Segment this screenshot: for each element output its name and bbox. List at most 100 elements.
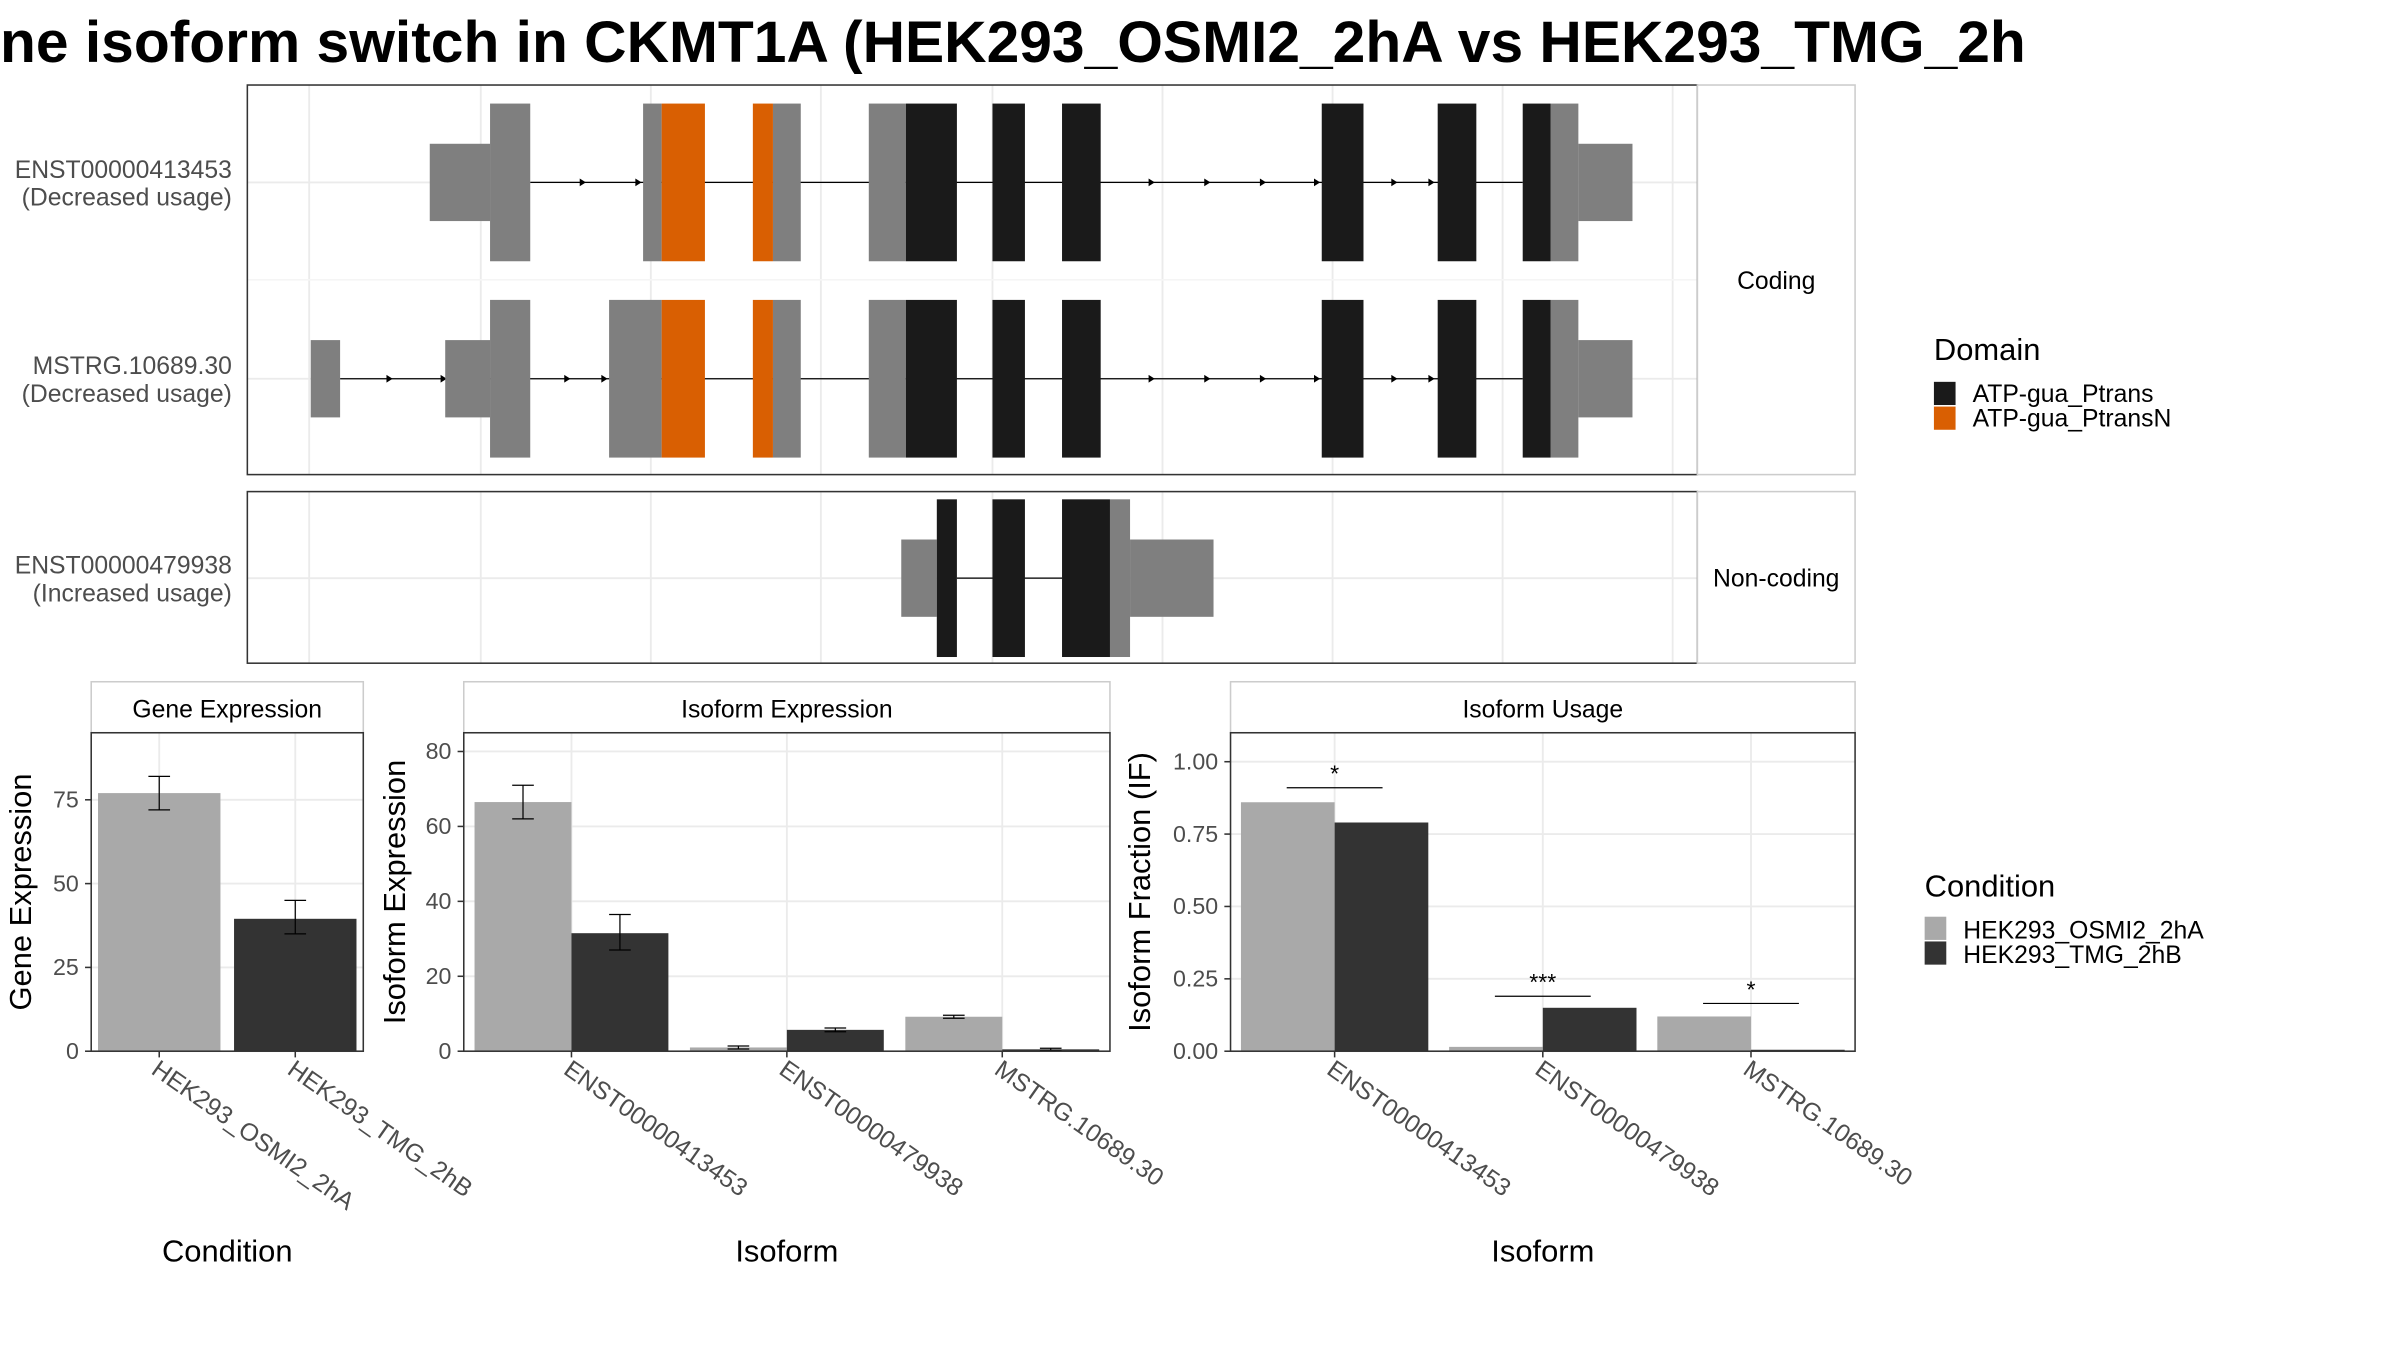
y-axis-label: Isoform Fraction (IF): [1122, 752, 1157, 1032]
noncoding-exon-block: [490, 299, 531, 458]
bar: [98, 793, 221, 1052]
panel-strip: [462, 680, 1111, 734]
bar: [234, 918, 357, 1052]
x-tick-label: MSTRG.10689.30: [1738, 1056, 1917, 1192]
bar-panel-3: Isoform Usage 0.00 0.25 0.50 0.75 1.00 ENST000…: [1122, 680, 1917, 1268]
strand-arrow: [386, 374, 393, 383]
strand-arrow: [1314, 374, 1321, 383]
noncoding-exon-block: [1109, 499, 1131, 658]
panel-frame: [462, 731, 1111, 1052]
utr-block: [310, 340, 341, 418]
y-axis-label: Gene Expression: [3, 773, 38, 1010]
y-tick-label: 60: [426, 813, 452, 839]
bar: [1657, 1016, 1751, 1052]
chart-title: ne isoform switch in CKMT1A (HEK293_OSMI…: [0, 10, 2026, 75]
y-tick-label: 0.25: [1173, 966, 1218, 992]
strand-arrow: [1428, 374, 1435, 383]
condition-legend-title: Condition: [1925, 869, 2056, 904]
transcript-facet-non-coding: Non-coding ENST00000479938(Increased usag…: [15, 490, 1856, 664]
x-tick-label: ENST00000413453: [1322, 1056, 1515, 1203]
strand-arrow: [635, 178, 642, 187]
transcript-row: ENST00000413453(Decreased usage): [15, 103, 1633, 262]
panel-strip: [1229, 680, 1856, 734]
coding-exon-block: [752, 299, 773, 458]
y-tick-label: 0.75: [1173, 821, 1218, 847]
coding-exon-block: [1522, 299, 1551, 458]
coding-exon-block: [1062, 499, 1110, 658]
noncoding-exon-block: [772, 103, 801, 262]
transcript-status-label: (Increased usage): [33, 580, 232, 607]
y-tick-label: 0: [439, 1038, 452, 1064]
condition-legend-swatch: [1924, 916, 1947, 940]
condition-legend-label: HEK293_OSMI2_2hA: [1963, 917, 2204, 944]
coding-exon-block: [936, 499, 957, 658]
coding-exon-block: [1437, 103, 1477, 262]
panel-title: Isoform Usage: [1462, 696, 1623, 723]
strand-arrow: [1148, 374, 1155, 383]
transcript-status-label: (Decreased usage): [22, 381, 232, 408]
coding-exon-block: [1522, 103, 1551, 262]
domain-legend-swatch: [1933, 381, 1956, 406]
utr-block: [1578, 143, 1633, 222]
transcript-row: MSTRG.10689.30(Decreased usage): [22, 299, 1633, 458]
y-tick-label: 80: [426, 738, 452, 764]
utr-block: [429, 143, 491, 222]
bar: [1240, 802, 1335, 1052]
strand-arrow: [1148, 178, 1155, 187]
domain-legend-swatch: [1933, 406, 1956, 430]
bar: [571, 933, 669, 1052]
strand-arrow: [1204, 178, 1211, 187]
noncoding-exon-block: [868, 103, 906, 262]
strand-arrow: [564, 374, 571, 383]
significance-marker: ***: [1529, 969, 1556, 995]
coding-exon-block: [1062, 103, 1101, 262]
strand-arrow: [1428, 178, 1435, 187]
y-tick-label: 40: [426, 888, 452, 914]
y-tick-label: 25: [53, 954, 79, 980]
x-tick-label: ENST00000479938: [774, 1056, 967, 1203]
transcript-facet-coding: Coding ENST00000413453(Decreased usage) MS…: [15, 84, 1856, 476]
condition-legend-swatch: [1924, 941, 1947, 965]
coding-exon-block: [992, 103, 1025, 262]
strand-arrow: [601, 374, 608, 383]
y-tick-label: 0: [66, 1038, 79, 1064]
coding-exon-block: [752, 103, 773, 262]
facet-strip: [1696, 84, 1856, 476]
coding-exon-block: [1062, 299, 1101, 458]
y-tick-label: 0.50: [1173, 893, 1218, 919]
panel-frame: [1229, 731, 1856, 1052]
strand-arrow: [1204, 374, 1211, 383]
coding-exon-block: [661, 299, 705, 458]
x-tick-label: ENST00000479938: [1530, 1056, 1723, 1203]
coding-exon-block: [661, 103, 705, 262]
transcript-name-label: MSTRG.10689.30: [33, 353, 232, 380]
coding-exon-block: [992, 299, 1025, 458]
strand-arrow: [440, 374, 447, 383]
bar-panel-2: Isoform Expression 0 20 40 60 80 ENST000004134…: [377, 680, 1168, 1268]
x-axis-label: Isoform: [735, 1233, 838, 1268]
bar: [905, 1016, 1003, 1052]
coding-exon-block: [992, 499, 1025, 658]
coding-exon-block: [905, 103, 957, 262]
domain-legend-label: ATP-gua_Ptrans: [1973, 381, 2154, 408]
x-axis-label: Condition: [162, 1233, 293, 1268]
domain-legend-label: ATP-gua_PtransN: [1973, 406, 2172, 433]
panel-title: Gene Expression: [132, 696, 322, 723]
bar: [1334, 822, 1429, 1052]
facet-strip-label: Coding: [1737, 268, 1815, 295]
y-tick-label: 75: [53, 787, 79, 813]
x-axis-label: Isoform: [1491, 1233, 1594, 1268]
utr-block: [901, 539, 937, 617]
noncoding-exon-block: [609, 299, 662, 458]
y-tick-label: 0.00: [1173, 1038, 1218, 1064]
noncoding-exon-block: [643, 103, 662, 262]
strand-arrow: [579, 178, 586, 187]
coding-exon-block: [1321, 299, 1364, 458]
strand-arrow: [1314, 178, 1321, 187]
strand-arrow: [1391, 374, 1398, 383]
transcript-structure-panel: Coding ENST00000413453(Decreased usage) MS…: [15, 84, 1856, 664]
condition-legend-label: HEK293_TMG_2hB: [1963, 942, 2181, 969]
